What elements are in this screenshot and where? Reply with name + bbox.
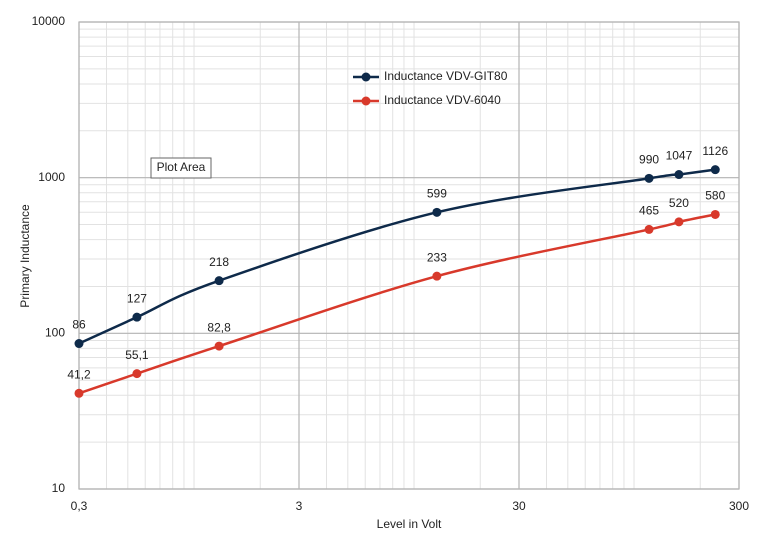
annotation-box: Plot Area [150,157,212,179]
data-point [710,209,720,219]
y-axis-title: Primary Inductance [18,204,32,308]
data-point [74,339,84,349]
y-tick-label: 100 [45,326,65,340]
data-label: 55,1 [125,348,149,362]
data-label: 233 [427,250,447,264]
data-label: 86 [72,318,86,332]
data-label: 599 [427,186,447,200]
plot-border [78,21,740,490]
x-tick-label: 3 [296,499,303,513]
y-tick-label: 10000 [32,14,66,28]
data-point [214,276,224,286]
data-point [710,165,720,175]
data-point [432,271,442,281]
data-label: 1047 [666,149,693,163]
data-label: 41,2 [67,367,91,381]
y-tick-label: 10 [52,481,66,495]
annotation-frame [150,157,212,179]
data-point [644,173,654,183]
data-label: 580 [705,189,725,203]
data-label: 465 [639,204,659,218]
data-label: 1126 [702,144,728,158]
data-label: 218 [209,255,229,269]
y-tick-label: 1000 [38,170,65,184]
legend-label: Inductance VDV-6040 [384,93,501,107]
data-point [132,369,142,379]
legend-marker [361,72,371,82]
legend-label: Inductance VDV-GIT80 [384,69,508,83]
annotation: Plot Area [157,160,206,174]
data-point [644,224,654,234]
x-tick-label: 30 [512,499,526,513]
data-point [74,388,84,398]
x-axis-title: Level in Volt [377,517,442,531]
data-label: 520 [669,196,689,210]
data-point [214,341,224,351]
x-tick-label: 0,3 [71,499,88,513]
x-tick-label: 300 [729,499,749,513]
data-point [674,217,684,227]
data-point [432,207,442,217]
data-point [674,170,684,180]
data-label: 127 [127,291,147,305]
data-label: 990 [639,153,659,167]
data-label: 82,8 [207,320,231,334]
data-point [132,312,142,322]
legend-marker [361,96,371,106]
